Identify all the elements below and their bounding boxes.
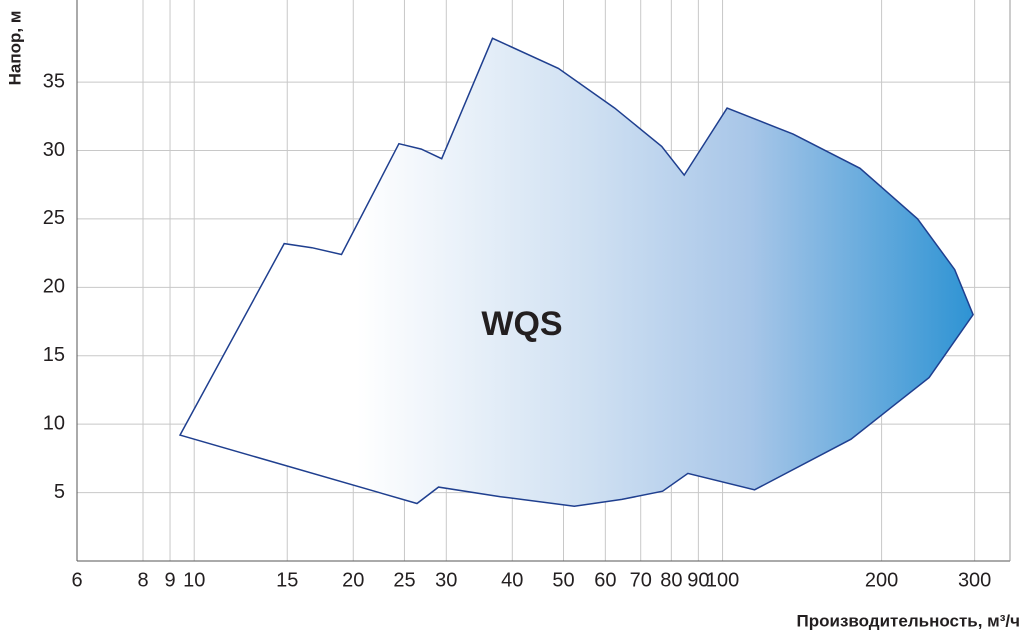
- area-label: WQS: [481, 305, 562, 343]
- x-tick-label: 30: [435, 569, 457, 591]
- plot: [178, 37, 974, 508]
- y-tick-label: 20: [43, 276, 65, 298]
- x-tick-label: 6: [71, 569, 82, 591]
- y-tick-label: 5: [54, 481, 65, 503]
- x-tick-label: 60: [594, 569, 616, 591]
- x-tick-label: 15: [276, 569, 298, 591]
- x-tick-label: 20: [342, 569, 364, 591]
- x-tick-label: 9: [164, 569, 175, 591]
- x-tick-label: 8: [137, 569, 148, 591]
- x-tick-label: 100: [706, 569, 739, 591]
- x-tick-label: 50: [552, 569, 574, 591]
- x-tick-label: 300: [958, 569, 991, 591]
- x-tick-label: 90: [687, 569, 709, 591]
- y-axis-title: Напор, м: [5, 11, 24, 86]
- x-tick-label: 80: [660, 569, 682, 591]
- x-tick-label: 200: [865, 569, 898, 591]
- y-tick-label: 30: [43, 139, 65, 161]
- y-tick-label: 25: [43, 207, 65, 229]
- x-tick-label: 10: [183, 569, 205, 591]
- x-tick-label: 25: [393, 569, 415, 591]
- y-tick-label: 35: [43, 70, 65, 92]
- x-axis-title: Производительность, м³/ч: [797, 611, 1020, 630]
- x-tick-label: 70: [630, 569, 652, 591]
- y-tick-label: 15: [43, 344, 65, 366]
- x-tick-label: 40: [501, 569, 523, 591]
- y-tick-label: 10: [43, 412, 65, 434]
- area: [178, 37, 974, 508]
